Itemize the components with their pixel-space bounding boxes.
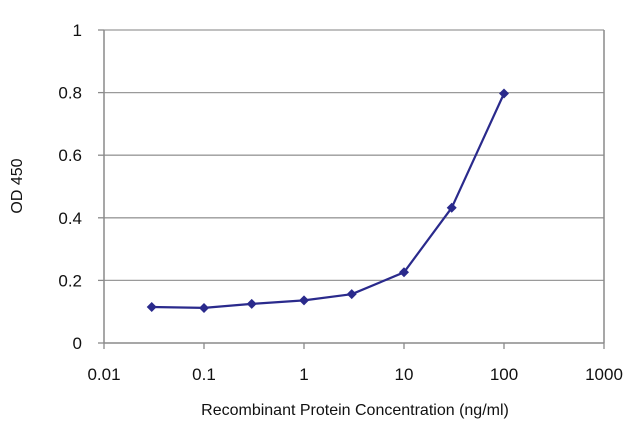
y-axis-label: OD 450 [9,158,26,213]
axes [103,30,605,344]
data-point [146,302,157,313]
x-axis-label: Recombinant Protein Concentration (ng/ml… [201,402,509,419]
y-tick-label: 0.8 [58,84,82,103]
data-point [346,289,357,300]
x-tick-label: 0.01 [87,365,120,384]
x-tick-label: 1 [299,365,308,384]
data-point [199,302,209,313]
gridlines [104,29,604,282]
x-tick-labels: 0.01 0.1 1 10 100 1000 [87,343,623,384]
series [146,88,509,313]
y-tick-label: 1 [73,21,82,40]
y-tick-label: 0.2 [58,271,82,290]
y-tick-label: 0.4 [58,209,82,228]
y-tick-labels: 0 0.2 0.4 0.6 0.8 1 [58,21,104,353]
x-tick-label: 10 [395,365,414,384]
x-tick-label: 0.1 [192,365,216,384]
y-tick-label: 0.6 [58,146,82,165]
series-line [151,93,506,309]
data-point [446,202,457,213]
data-point [399,267,409,278]
x-tick-label: 100 [490,365,518,384]
x-tick-label: 1000 [585,365,623,384]
y-tick-label: 0 [73,334,82,353]
data-point [299,295,309,306]
data-point [499,88,509,99]
data-point [246,298,257,309]
